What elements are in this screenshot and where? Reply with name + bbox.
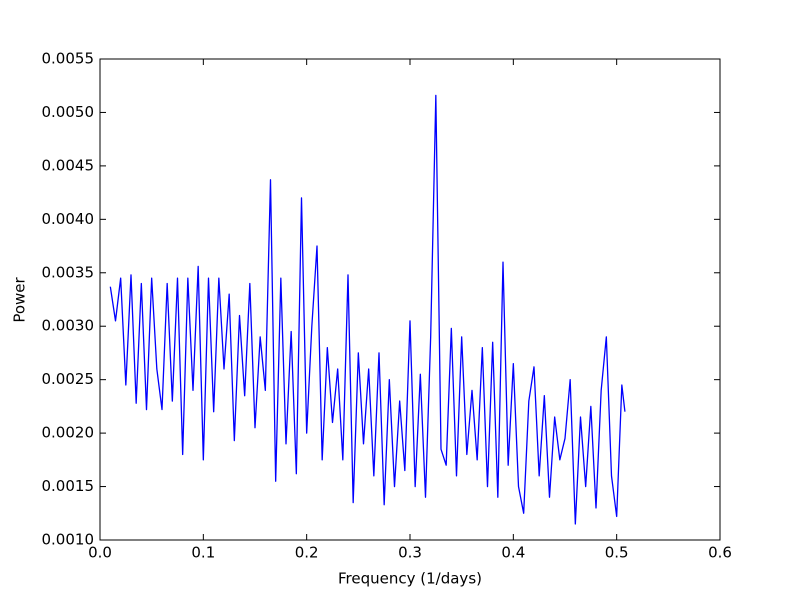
y-tick-label: 0.0055 <box>42 50 95 68</box>
y-tick-label: 0.0020 <box>42 424 95 442</box>
y-tick-label: 0.0030 <box>42 317 95 335</box>
y-tick-label: 0.0025 <box>42 370 95 388</box>
line-series <box>109 94 626 525</box>
x-tick-label: 0.1 <box>191 544 215 562</box>
y-tick-label: 0.0010 <box>42 531 95 549</box>
y-tick-label: 0.0040 <box>42 210 95 228</box>
x-tick-label: 0.3 <box>398 544 422 562</box>
x-tick-label: 0.5 <box>605 544 629 562</box>
x-tick-label: 0.0 <box>88 544 112 562</box>
x-tick-label: 0.2 <box>295 544 319 562</box>
x-axis-label: Frequency (1/days) <box>338 570 482 588</box>
plot-frame <box>99 58 721 541</box>
y-axis-label: Power <box>11 276 29 322</box>
y-tick-label: 0.0050 <box>42 103 95 121</box>
x-tick-label: 0.4 <box>501 544 525 562</box>
x-tick-label: 0.6 <box>708 544 732 562</box>
y-tick-label: 0.0035 <box>42 263 95 281</box>
y-tick-label: 0.0015 <box>42 477 95 495</box>
y-tick-label: 0.0045 <box>42 156 95 174</box>
